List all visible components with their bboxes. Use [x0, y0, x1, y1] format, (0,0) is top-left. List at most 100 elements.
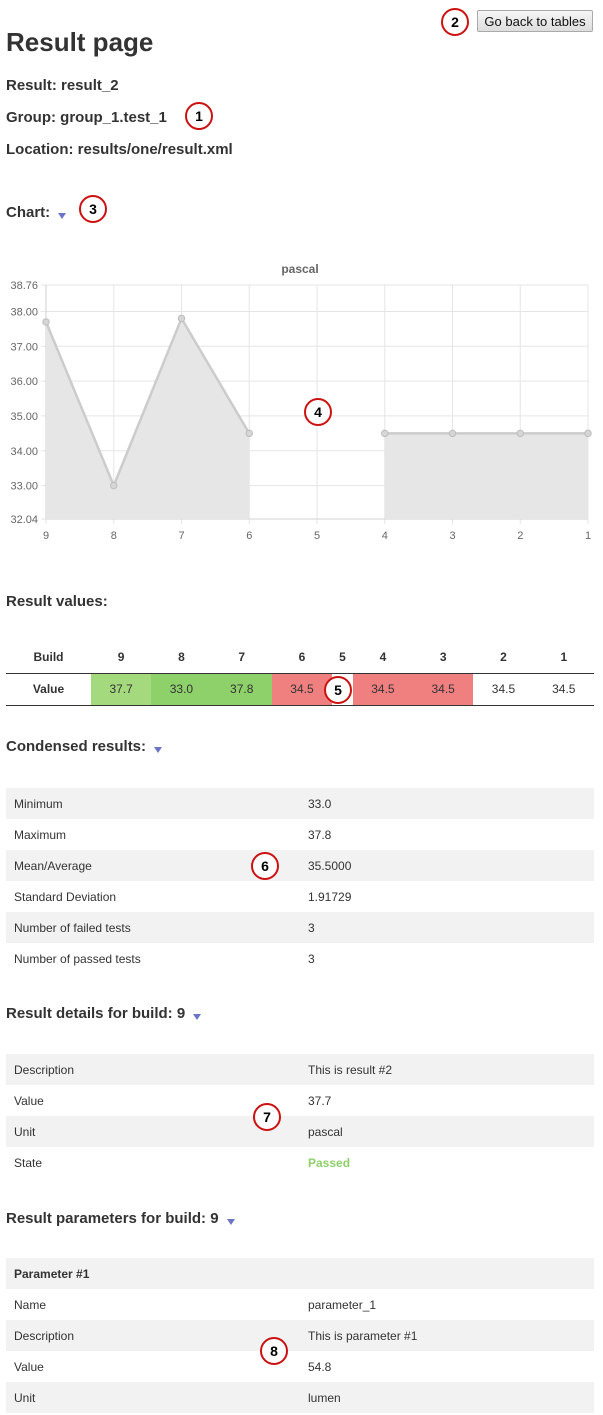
build-number: 2	[473, 641, 534, 674]
details-toggle-icon[interactable]	[193, 1014, 202, 1021]
go-back-button[interactable]: Go back to tables	[477, 10, 593, 32]
details-row: Unit pascal	[6, 1116, 594, 1147]
value-cell: 34.5	[271, 673, 333, 706]
condensed-row-label: Maximum	[14, 827, 67, 842]
parameters-heading-label: Result parameters for build: 9	[6, 1210, 219, 1227]
details-row: State Passed	[6, 1147, 594, 1178]
details-row-value: pascal	[300, 1116, 594, 1147]
parameter-row: Value 54.8	[6, 1351, 594, 1382]
x-tick-label: 1	[585, 530, 591, 542]
condensed-heading: Condensed results:	[6, 738, 163, 755]
condensed-row: Standard Deviation 1.91729	[6, 881, 594, 912]
y-tick-label: 36.00	[10, 376, 38, 388]
build-number: 9	[91, 641, 152, 674]
chart-toggle-icon[interactable]	[58, 213, 67, 220]
parameters-toggle-icon[interactable]	[226, 1219, 235, 1226]
y-tick-label: 35.00	[10, 411, 38, 423]
condensed-row-label: Number of passed tests	[14, 951, 141, 966]
parameter-row-label: Name	[6, 1289, 300, 1320]
details-row-value: Passed	[308, 1155, 351, 1170]
y-tick-label: 32.04	[10, 514, 38, 526]
x-tick-label: 9	[43, 530, 49, 542]
parameter-row-value: lumen	[300, 1382, 594, 1413]
condensed-toggle-icon[interactable]	[154, 747, 163, 754]
chart-point	[245, 429, 253, 438]
condensed-table: Minimum 33.0 Maximum 37.8 Mean/Average 35.500…	[6, 788, 594, 974]
chart-point	[177, 314, 186, 323]
chart-series-line	[44, 315, 588, 489]
value-cell: 37.8	[211, 673, 272, 706]
parameter-row: Description This is parameter #1	[6, 1320, 594, 1351]
condensed-row-value: 33.0	[300, 788, 594, 819]
x-tick-label: 5	[314, 530, 320, 542]
condensed-row: Maximum 37.8	[6, 819, 594, 850]
result-values-header-row: Build 9 8 7 6 5 4 3 2 1	[6, 641, 594, 674]
details-row-label: Value	[14, 1093, 44, 1108]
condensed-row-value: 1.91729	[308, 889, 352, 904]
condensed-row-label: Minimum	[6, 788, 300, 819]
value-cell: 33.0	[151, 673, 212, 706]
chart-title: pascal	[281, 262, 318, 276]
value-cell: 34.5	[473, 673, 534, 706]
annotation-marker-8: 8	[260, 1337, 288, 1365]
details-row-label: State	[14, 1155, 43, 1170]
chart-y-ticks: 38.76 38.00 37.00 36.00 35.00 34.00 33.00 32.04	[10, 280, 38, 526]
parameter-row-value: parameter_1	[300, 1289, 594, 1320]
condensed-row-value: 37.8	[308, 827, 332, 842]
annotation-marker-5: 5	[324, 676, 352, 704]
y-tick-label: 33.00	[10, 481, 38, 493]
x-tick-label: 8	[111, 530, 117, 542]
details-heading: Result details for build: 9	[6, 1005, 202, 1022]
condensed-heading-label: Condensed results:	[6, 738, 147, 755]
y-tick-label: 37.00	[10, 341, 38, 353]
condensed-row-label: Standard Deviation	[14, 889, 117, 904]
build-header: Build	[6, 641, 91, 674]
chart-point	[110, 481, 118, 490]
parameter-row-value: 54.8	[300, 1351, 594, 1382]
result-chart: 38.76 38.00 37.00 36.00 35.00 34.00 33.00 32.04…	[10, 262, 592, 542]
x-tick-label: 6	[246, 530, 252, 542]
parameters-heading: Result parameters for build: 9	[6, 1210, 235, 1227]
details-table: Description This is result #2 Value 37.7 Uni…	[6, 1054, 594, 1178]
result-values-row: Value 37.7 33.0 37.8 34.5 34.5 34.5 34.5 34.5	[6, 673, 594, 706]
result-name: Result: result_2	[6, 77, 119, 94]
details-row-label: Unit	[6, 1116, 300, 1147]
chart-point	[584, 429, 592, 438]
parameter-row-value: This is parameter #1	[300, 1320, 594, 1351]
details-row-value: This is result #2	[300, 1054, 594, 1085]
condensed-row-value: 3	[300, 912, 594, 943]
annotation-marker-2: 2	[441, 8, 469, 36]
annotation-marker-1: 1	[185, 102, 213, 130]
y-tick-label: 38.00	[10, 306, 38, 318]
parameter-row-label: Description	[6, 1320, 300, 1351]
chart-area-segment	[46, 318, 250, 519]
annotation-marker-7: 7	[253, 1103, 281, 1131]
group-name: Group: group_1.test_1	[6, 109, 167, 126]
result-values-table: Build 9 8 7 6 5 4 3 2 1 Value 37.7 33.0 37.8 34.5 34.5…	[6, 641, 594, 706]
value-cell: 34.5	[413, 673, 474, 706]
parameter-row-label: Value	[6, 1351, 300, 1382]
condensed-row: Minimum 33.0	[6, 788, 594, 819]
details-heading-label: Result details for build: 9	[6, 1005, 186, 1022]
chart-point	[516, 429, 524, 438]
chart-heading-label: Chart:	[6, 204, 51, 221]
chart-point	[381, 429, 389, 438]
annotation-marker-3: 3	[79, 195, 107, 223]
result-values-heading: Result values:	[6, 593, 108, 610]
chart-x-ticks: 9 8 7 6 5 4 3 2 1	[43, 530, 591, 542]
details-row: Description This is result #2	[6, 1054, 594, 1085]
condensed-row-label: Number of failed tests	[6, 912, 300, 943]
x-tick-label: 3	[449, 530, 455, 542]
chart-heading: Chart:	[6, 204, 67, 221]
chart-line-segment	[44, 315, 251, 489]
value-cell: 37.7	[91, 673, 152, 706]
build-number: 7	[211, 641, 272, 674]
annotation-marker-4: 4	[304, 398, 332, 426]
chart-area-segment	[384, 433, 588, 519]
annotation-marker-6: 6	[251, 852, 279, 880]
details-row-label: Description	[6, 1054, 300, 1085]
chart-area-fill	[46, 318, 588, 519]
x-tick-label: 2	[517, 530, 523, 542]
build-number: 5	[332, 641, 353, 674]
details-row-value: 37.7	[308, 1093, 332, 1108]
